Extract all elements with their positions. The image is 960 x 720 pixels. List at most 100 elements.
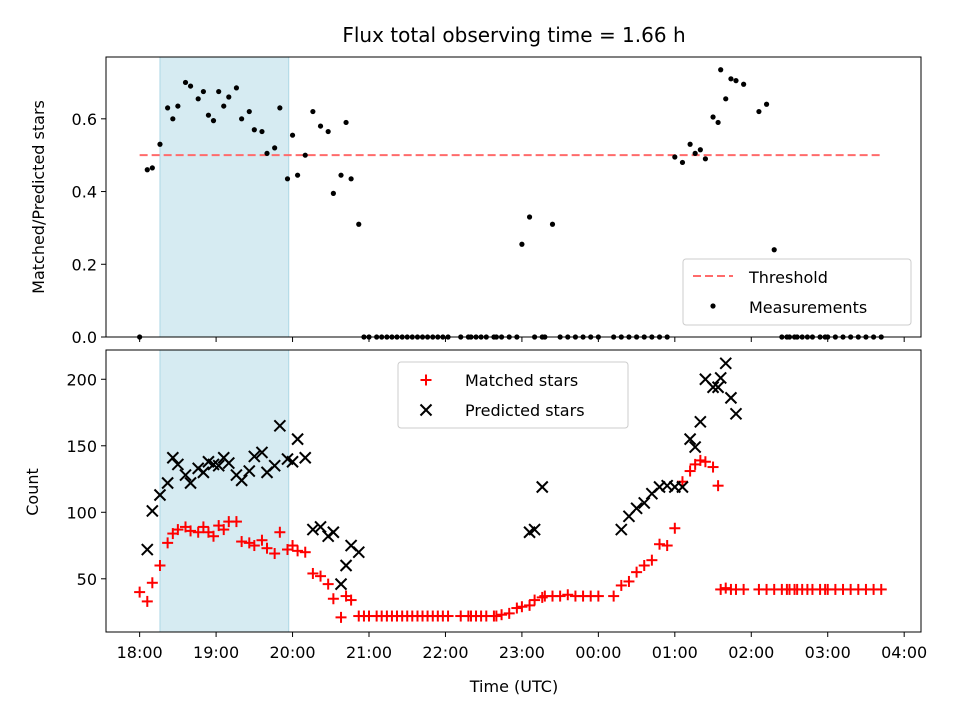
predicted-star-point-b bbox=[281, 452, 294, 466]
predicted-star-point bbox=[694, 415, 707, 429]
predicted-star-point bbox=[706, 381, 720, 394]
predicted-star-point-b bbox=[699, 373, 712, 386]
measurement-point bbox=[170, 116, 176, 122]
matched-star-point bbox=[615, 579, 627, 591]
predicted-star-point-b bbox=[630, 502, 643, 515]
measurement-point bbox=[325, 128, 331, 135]
measurement-point bbox=[330, 190, 336, 196]
predicted-star-point-b bbox=[306, 523, 320, 536]
bottom-x-axis-label: Time (UTC) bbox=[469, 677, 558, 696]
matched-star-point bbox=[875, 583, 887, 595]
matched-star-point bbox=[707, 461, 719, 473]
predicted-star-point-b bbox=[166, 451, 180, 464]
predicted-star-point bbox=[273, 419, 287, 433]
legend-measurements-label: Measurements bbox=[749, 298, 867, 317]
matched-star-point bbox=[322, 578, 334, 590]
bottom-x-tick-label: 19:00 bbox=[193, 643, 239, 662]
measurement-point bbox=[251, 127, 257, 133]
predicted-star-point-b bbox=[352, 545, 365, 559]
measurement-point bbox=[182, 79, 189, 86]
legend-predicted-label: Predicted stars bbox=[465, 401, 585, 420]
measurement-point bbox=[771, 247, 777, 253]
predicted-star-point bbox=[197, 466, 210, 479]
predicted-star-point bbox=[235, 474, 248, 487]
measurement-point bbox=[679, 159, 686, 166]
measurement-point bbox=[672, 154, 678, 160]
matched-star-point bbox=[661, 540, 673, 552]
predicted-star-point-b bbox=[344, 539, 358, 552]
predicted-star-point bbox=[146, 504, 159, 518]
bottom-plot-area: 18:00 19:00 20:00 21:00 22:00 23:00 00:00 01:00… bbox=[66, 349, 927, 662]
predicted-star-point-b bbox=[729, 407, 743, 421]
predicted-star-point-b bbox=[184, 476, 197, 490]
legend-predicted-swatch-b bbox=[419, 403, 433, 417]
measurement-point bbox=[348, 176, 354, 182]
predicted-star-point-b bbox=[314, 520, 327, 534]
measurement-point bbox=[526, 214, 533, 220]
predicted-star-point-b bbox=[683, 432, 697, 446]
legend-measurements-swatch bbox=[710, 303, 716, 309]
measurement-point bbox=[210, 118, 217, 124]
top-y-tick-label: 0.6 bbox=[72, 110, 97, 129]
bottom-y-tick-label: 150 bbox=[66, 437, 97, 456]
predicted-star-point-b bbox=[711, 381, 725, 394]
measurement-point bbox=[723, 96, 729, 102]
predicted-star-point bbox=[630, 502, 643, 515]
measurement-point bbox=[317, 123, 324, 129]
matched-star-point bbox=[608, 590, 620, 602]
matched-star-point bbox=[269, 548, 281, 560]
predicted-star-point-b bbox=[724, 391, 738, 405]
matched-star-point bbox=[738, 583, 750, 595]
predicted-star-point bbox=[334, 577, 348, 591]
predicted-star-point-b bbox=[676, 480, 689, 494]
measurement-point bbox=[175, 103, 181, 109]
matched-star-point bbox=[236, 536, 248, 548]
matched-star-point bbox=[243, 537, 255, 549]
predicted-star-point bbox=[729, 407, 743, 421]
measurement-point bbox=[216, 88, 222, 95]
bottom-x-tick-label: 21:00 bbox=[346, 643, 392, 662]
predicted-star-point bbox=[352, 545, 365, 559]
measurement-point bbox=[519, 241, 525, 247]
predicted-star-point-b bbox=[222, 456, 235, 470]
matched-star-point bbox=[261, 542, 273, 554]
measurement-point bbox=[289, 132, 296, 138]
measurement-point bbox=[221, 103, 227, 109]
matched-star-point bbox=[172, 524, 184, 536]
predicted-star-point-b bbox=[207, 458, 220, 471]
predicted-star-point-b bbox=[197, 466, 210, 479]
predicted-star-point-b bbox=[714, 371, 727, 385]
predicted-star-point bbox=[683, 432, 697, 446]
matched-star-point bbox=[646, 554, 658, 566]
predicted-star-point bbox=[268, 459, 281, 472]
predicted-star-point-b bbox=[528, 523, 541, 536]
matched-star-point bbox=[511, 602, 523, 614]
matched-star-point bbox=[524, 599, 536, 611]
predicted-star-point bbox=[327, 526, 340, 539]
matched-star-point bbox=[307, 567, 319, 579]
predicted-star-point-b bbox=[536, 480, 549, 494]
predicted-star-point bbox=[222, 456, 235, 470]
measurement-point bbox=[277, 105, 283, 111]
predicted-star-point bbox=[243, 464, 256, 478]
bottom-highlight-span bbox=[159, 349, 290, 633]
predicted-star-point-b bbox=[171, 458, 185, 471]
predicted-star-point-b bbox=[339, 559, 353, 572]
predicted-star-point bbox=[171, 458, 185, 471]
measurement-point bbox=[187, 83, 194, 89]
measurement-point bbox=[259, 128, 265, 135]
predicted-star-point-b bbox=[327, 526, 340, 539]
measurement-point bbox=[195, 96, 201, 102]
matched-star-point bbox=[503, 607, 515, 619]
matched-star-point bbox=[562, 589, 574, 601]
predicted-star-point-b bbox=[141, 543, 154, 556]
predicted-star-point bbox=[528, 523, 541, 536]
matched-star-point bbox=[699, 456, 711, 468]
measurement-point bbox=[205, 112, 212, 118]
bottom-legend: Matched stars Predicted stars bbox=[397, 361, 629, 429]
legend-threshold-label: Threshold bbox=[748, 268, 828, 287]
predicted-star-point bbox=[179, 468, 192, 482]
matched-star-point bbox=[684, 465, 696, 477]
